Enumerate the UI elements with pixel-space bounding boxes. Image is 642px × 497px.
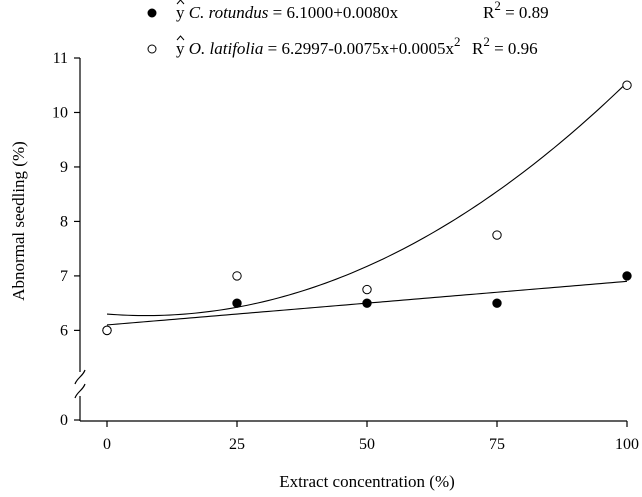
data-point-open xyxy=(232,271,242,281)
legend-species: C. rotundus xyxy=(189,3,269,22)
data-points xyxy=(102,80,632,336)
y-tick-label: 7 xyxy=(60,268,68,285)
y-tick-label: 6 xyxy=(60,322,68,339)
data-point-filled xyxy=(622,271,632,281)
y-tick-label: 10 xyxy=(52,104,68,121)
axes: 6 7 8 9 10 11 0 0 25 50 75 100 xyxy=(52,50,639,453)
legend-marker xyxy=(147,44,157,54)
x-tick-label: 0 xyxy=(103,436,111,453)
y-tick-label: 8 xyxy=(60,213,68,230)
y-tick-label: 11 xyxy=(53,50,68,67)
legend-r2-value: = 0.96 xyxy=(490,39,538,58)
legend-r2-label: R xyxy=(483,3,495,22)
data-point-filled xyxy=(232,298,242,308)
x-tick-label: 50 xyxy=(359,436,375,453)
x-tick-label: 75 xyxy=(489,436,505,453)
legend-r2: R2 = 0.89 xyxy=(483,0,549,22)
legend-species: O. latifolia xyxy=(189,39,264,58)
x-tick-label: 25 xyxy=(229,436,245,453)
y-axis-break-mark-top xyxy=(74,369,86,385)
hat-accent xyxy=(176,35,185,41)
legend-equation: y C. rotundus = 6.1000+0.0080x xyxy=(176,3,399,22)
x-axis-label: Extract concentration (%) xyxy=(279,472,455,491)
data-point-open xyxy=(622,80,632,90)
y-tick-label: 9 xyxy=(60,159,68,176)
legend-yhat: y xyxy=(176,39,185,58)
legend: y C. rotundus = 6.1000+0.0080x R2 = 0.89y… xyxy=(147,0,549,58)
legend-yhat: y xyxy=(176,3,185,22)
data-point-open xyxy=(102,325,112,336)
legend-equation: y O. latifolia = 6.2997-0.0075x+0.0005x2 xyxy=(176,34,460,58)
legend-formula: = 6.1000+0.0080x xyxy=(268,3,398,22)
hat-accent xyxy=(176,0,185,5)
legend-r2-exponent: 2 xyxy=(494,0,501,13)
y-axis-label: Abnormal seedling (%) xyxy=(9,141,28,301)
data-point-open xyxy=(362,284,372,295)
data-point-filled xyxy=(362,298,372,308)
legend-formula: = 6.2997-0.0075x+0.0005x xyxy=(263,39,454,58)
legend-marker xyxy=(147,8,157,18)
x-tick-label: 100 xyxy=(615,436,639,453)
legend-r2-value: = 0.89 xyxy=(501,3,549,22)
data-point-filled xyxy=(492,298,502,308)
data-point-open xyxy=(492,230,502,240)
y-tick-label: 0 xyxy=(60,412,68,429)
legend-formula-exponent: 2 xyxy=(454,34,461,49)
legend-r2: R2 = 0.96 xyxy=(472,34,538,58)
fit-line-quadratic xyxy=(106,82,628,317)
legend-r2-exponent: 2 xyxy=(483,34,490,49)
y-axis-break-mark-bottom xyxy=(74,383,86,399)
legend-r2-label: R xyxy=(472,39,484,58)
